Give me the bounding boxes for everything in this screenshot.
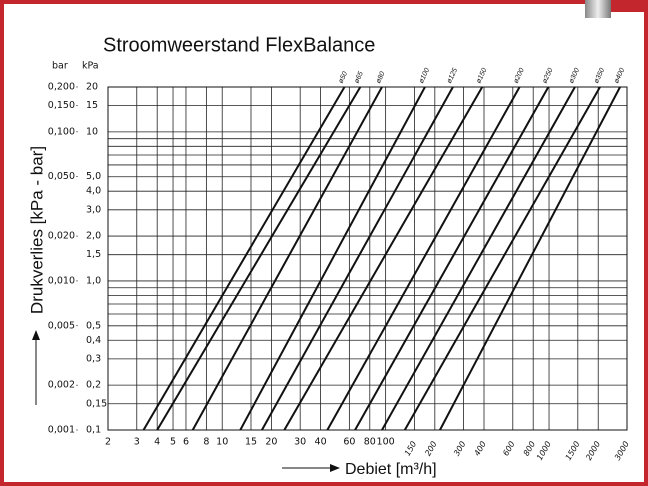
y2-tick-label: 0,001 [48, 425, 75, 436]
x-tick-label: 15 [245, 437, 257, 448]
chart: Stroomweerstand FlexBalance bar kPa Druk… [0, 0, 648, 486]
y-unit: kPa [82, 61, 99, 72]
y-tick-label: 0,1 [86, 425, 101, 436]
y-tick-label: 10 [86, 126, 98, 137]
y2-tick-label: 0,010 [48, 275, 75, 286]
y-tick-label: 15 [86, 100, 98, 111]
y-tick-label: 0,15 [86, 398, 107, 409]
x-tick-label: 40 [315, 437, 327, 448]
x-tick-label: 6 [183, 437, 189, 448]
y-tick-label: 1,5 [86, 249, 101, 260]
y2-tick-label: 0,002 [48, 380, 75, 391]
x-tick-label: 100 [377, 437, 395, 448]
x-tick-label: 3 [134, 437, 140, 448]
y2-unit: bar [52, 61, 68, 72]
y-tick-label: 5,0 [86, 171, 101, 182]
y2-tick-label: 0,050 [48, 171, 75, 182]
x-axis-title: Debiet [m³/h] [345, 461, 437, 478]
x-tick-label: 30 [294, 437, 306, 448]
y-tick-label: 2,0 [86, 231, 101, 242]
x-tick-label: 5 [170, 437, 176, 448]
page: {"chart_data": { "type": "line", "title"… [0, 0, 648, 486]
x-tick-label: 10 [216, 437, 228, 448]
y-tick-label: 20 [86, 82, 98, 93]
y2-tick-label: 0,005 [48, 320, 75, 331]
x-tick-label: 60 [343, 437, 355, 448]
x-tick-label: 80 [364, 437, 376, 448]
y-tick-label: 0,3 [86, 353, 101, 364]
y-axis-title: Drukverlies [kPa - bar] [27, 146, 46, 314]
y-tick-label: 0,4 [86, 335, 101, 346]
x-tick-label: 20 [265, 437, 277, 448]
y-tick-label: 1,0 [86, 275, 101, 286]
x-tick-label: 2 [105, 437, 111, 448]
y2-tick-label: 0,150 [48, 100, 75, 111]
y-tick-label: 4,0 [86, 186, 101, 197]
chart-title: Stroomweerstand FlexBalance [103, 34, 375, 56]
y2-tick-label: 0,020 [48, 231, 75, 242]
x-tick-label: 4 [154, 437, 160, 448]
y-tick-label: 0,5 [86, 320, 101, 331]
y-tick-label: 3,0 [86, 204, 101, 215]
x-tick-label: 8 [203, 437, 209, 448]
y2-tick-label: 0,200 [48, 82, 75, 93]
y2-tick-label: 0,100 [48, 126, 75, 137]
y-tick-label: 0,2 [86, 380, 101, 391]
